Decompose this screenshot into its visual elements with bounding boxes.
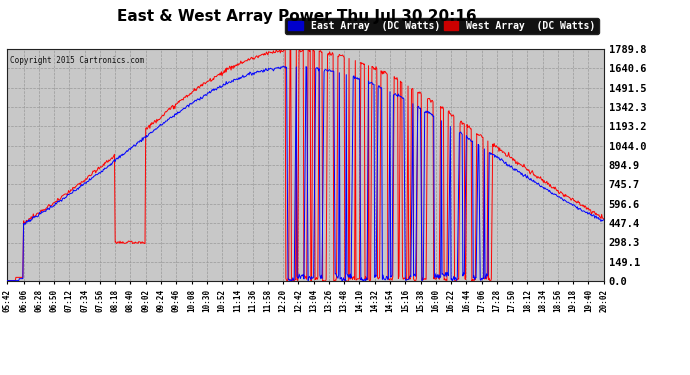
- Text: East & West Array Power Thu Jul 30 20:16: East & West Array Power Thu Jul 30 20:16: [117, 9, 477, 24]
- Text: Copyright 2015 Cartronics.com: Copyright 2015 Cartronics.com: [10, 56, 144, 65]
- Legend: East Array  (DC Watts), West Array  (DC Watts): East Array (DC Watts), West Array (DC Wa…: [285, 18, 599, 34]
